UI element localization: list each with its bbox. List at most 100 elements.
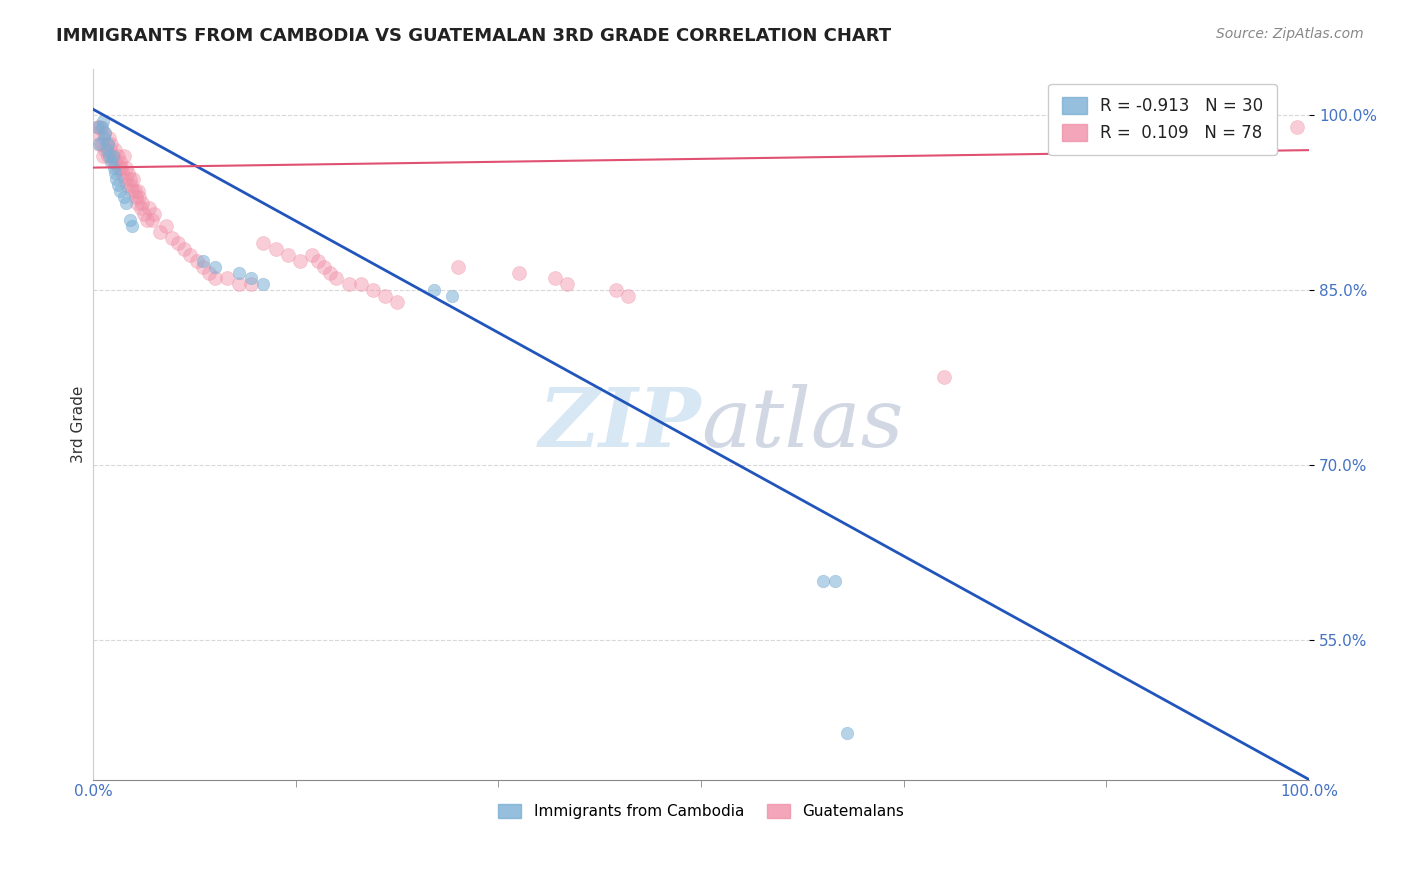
Point [90,120,112,134]
Point [204,260,226,274]
Point [252,277,274,292]
Point [124,184,146,198]
Point [121,219,143,233]
Legend: Immigrants from Cambodia, Guatemalans: Immigrants from Cambodia, Guatemalans [492,798,910,825]
Point [319,266,342,280]
Point [307,253,329,268]
Point [93,131,115,145]
Point [422,283,444,297]
Point [103,161,125,175]
Point [508,266,530,280]
Point [129,202,152,216]
Point [301,248,323,262]
Point [440,289,463,303]
Point [617,289,640,303]
Point [86,120,108,134]
Point [288,253,311,268]
Point [115,178,138,193]
Point [138,202,160,216]
Point [107,178,129,193]
Point [84,126,107,140]
Point [605,283,627,297]
Point [114,172,136,186]
Text: ZIP: ZIP [538,384,702,464]
Point [204,271,226,285]
Point [105,172,128,186]
Point [108,184,131,198]
Point [160,230,183,244]
Point [112,149,135,163]
Point [98,131,121,145]
Text: Source: ZipAtlas.com: Source: ZipAtlas.com [1216,27,1364,41]
Point [122,172,145,186]
Point [100,154,122,169]
Point [125,190,148,204]
Point [93,126,115,140]
Point [96,137,118,152]
Point [361,283,384,297]
Point [191,260,214,274]
Point [103,154,125,169]
Point [837,726,859,740]
Point [98,143,121,157]
Point [89,120,111,134]
Point [557,277,579,292]
Text: atlas: atlas [702,384,904,464]
Point [121,184,143,198]
Point [89,137,111,152]
Point [105,154,128,169]
Point [325,271,347,285]
Point [135,213,157,227]
Point [544,271,567,285]
Point [934,370,956,384]
Point [264,242,287,256]
Point [811,574,834,589]
Point [108,154,131,169]
Point [252,236,274,251]
Point [91,114,114,128]
Point [824,574,846,589]
Point [155,219,177,233]
Point [385,294,408,309]
Point [101,149,124,163]
Point [179,248,201,262]
Point [115,161,138,175]
Point [111,166,134,180]
Point [97,149,120,163]
Point [120,178,142,193]
Point [94,143,117,157]
Point [167,236,190,251]
Point [90,137,112,152]
Point [215,271,238,285]
Point [104,143,127,157]
Point [112,190,135,204]
Point [89,137,111,152]
Point [91,149,114,163]
Point [110,161,132,175]
Point [104,166,127,180]
Point [337,277,360,292]
Point [173,242,195,256]
Point [141,213,163,227]
Point [197,266,219,280]
Text: IMMIGRANTS FROM CAMBODIA VS GUATEMALAN 3RD GRADE CORRELATION CHART: IMMIGRANTS FROM CAMBODIA VS GUATEMALAN 3… [56,27,891,45]
Point [128,190,150,204]
Point [125,195,148,210]
Point [98,149,121,163]
Point [186,253,208,268]
Point [1286,120,1309,134]
Point [94,126,117,140]
Point [240,271,263,285]
Point [118,213,141,227]
Point [277,248,299,262]
Point [134,207,156,221]
Point [240,277,263,292]
Point [374,289,396,303]
Point [228,266,250,280]
Point [97,137,120,152]
Point [191,253,214,268]
Point [149,225,172,239]
Point [350,277,373,292]
Point [228,277,250,292]
Point [131,195,153,210]
